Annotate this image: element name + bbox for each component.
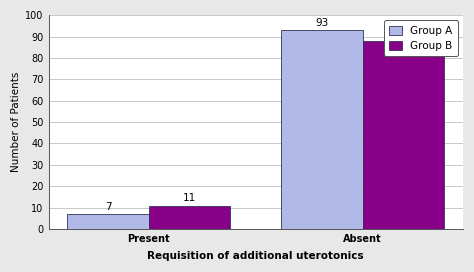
Y-axis label: Number of Patients: Number of Patients (11, 72, 21, 172)
Text: 93: 93 (315, 18, 328, 28)
Bar (363, 41, 444, 229)
Text: 7: 7 (105, 202, 111, 212)
Text: 88: 88 (397, 29, 410, 39)
Bar (282, 30, 363, 229)
Bar (149, 206, 230, 229)
X-axis label: Requisition of additional uterotonics: Requisition of additional uterotonics (147, 251, 364, 261)
Legend: Group A, Group B: Group A, Group B (384, 20, 458, 56)
Text: 11: 11 (182, 193, 196, 203)
Bar (67, 214, 149, 229)
